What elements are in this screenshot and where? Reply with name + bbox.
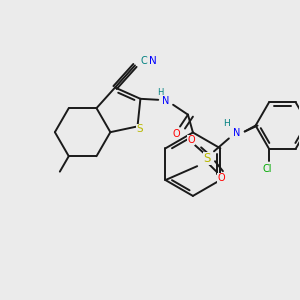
Text: O: O xyxy=(188,135,195,146)
Text: N: N xyxy=(163,96,170,106)
Text: N: N xyxy=(149,56,157,67)
Text: S: S xyxy=(136,124,143,134)
Text: S: S xyxy=(203,152,211,165)
Text: C: C xyxy=(141,56,148,67)
Text: N: N xyxy=(233,128,241,139)
Text: H: H xyxy=(224,119,230,128)
Text: O: O xyxy=(217,173,225,183)
Text: O: O xyxy=(172,130,180,140)
Text: H: H xyxy=(157,88,164,98)
Text: Cl: Cl xyxy=(262,164,272,173)
